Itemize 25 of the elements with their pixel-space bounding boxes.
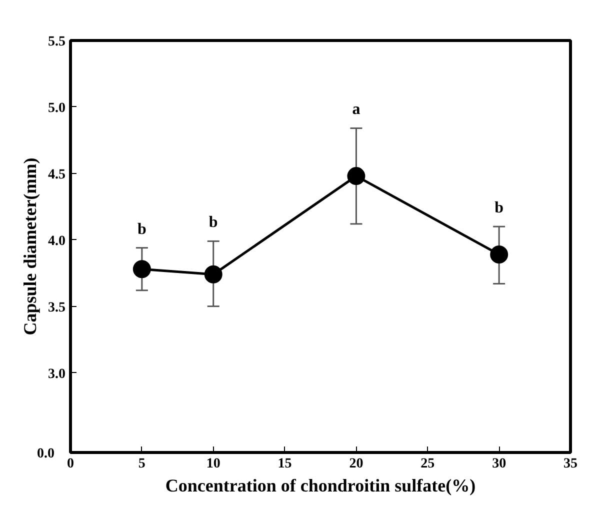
point xyxy=(490,245,508,264)
annotation: b xyxy=(137,220,146,238)
y-tick-label: 4.0 xyxy=(48,234,66,249)
y-tick-label: 5.5 xyxy=(48,34,66,50)
x-tick-label: 5 xyxy=(138,456,146,472)
y-tick-label: 5.0 xyxy=(48,100,66,116)
point xyxy=(132,260,151,278)
annotation: b xyxy=(208,214,218,232)
annotation: a xyxy=(352,101,360,118)
x-axis-title: Concentration of chondroitin sulfate(%) xyxy=(165,476,476,496)
y-tick-label: 3.0 xyxy=(48,366,66,382)
y-tick-label: 4.5 xyxy=(48,167,66,182)
y-tick-label: 3.5 xyxy=(48,300,66,316)
x-tick-label: 0 xyxy=(67,456,74,472)
x-tick-label: 20 xyxy=(349,456,364,472)
x-tick-label: 15 xyxy=(278,456,292,472)
y-axis-title: Capsule diameter(mm) xyxy=(20,158,40,336)
x-tick-label: 10 xyxy=(206,456,220,472)
x-tick-label: 30 xyxy=(492,456,506,472)
annotation: b xyxy=(494,200,504,217)
text: 0.0 xyxy=(37,446,54,462)
point xyxy=(204,265,222,284)
point xyxy=(347,167,366,186)
x-tick-label: 35 xyxy=(564,456,578,472)
x-tick-label: 25 xyxy=(420,456,435,472)
